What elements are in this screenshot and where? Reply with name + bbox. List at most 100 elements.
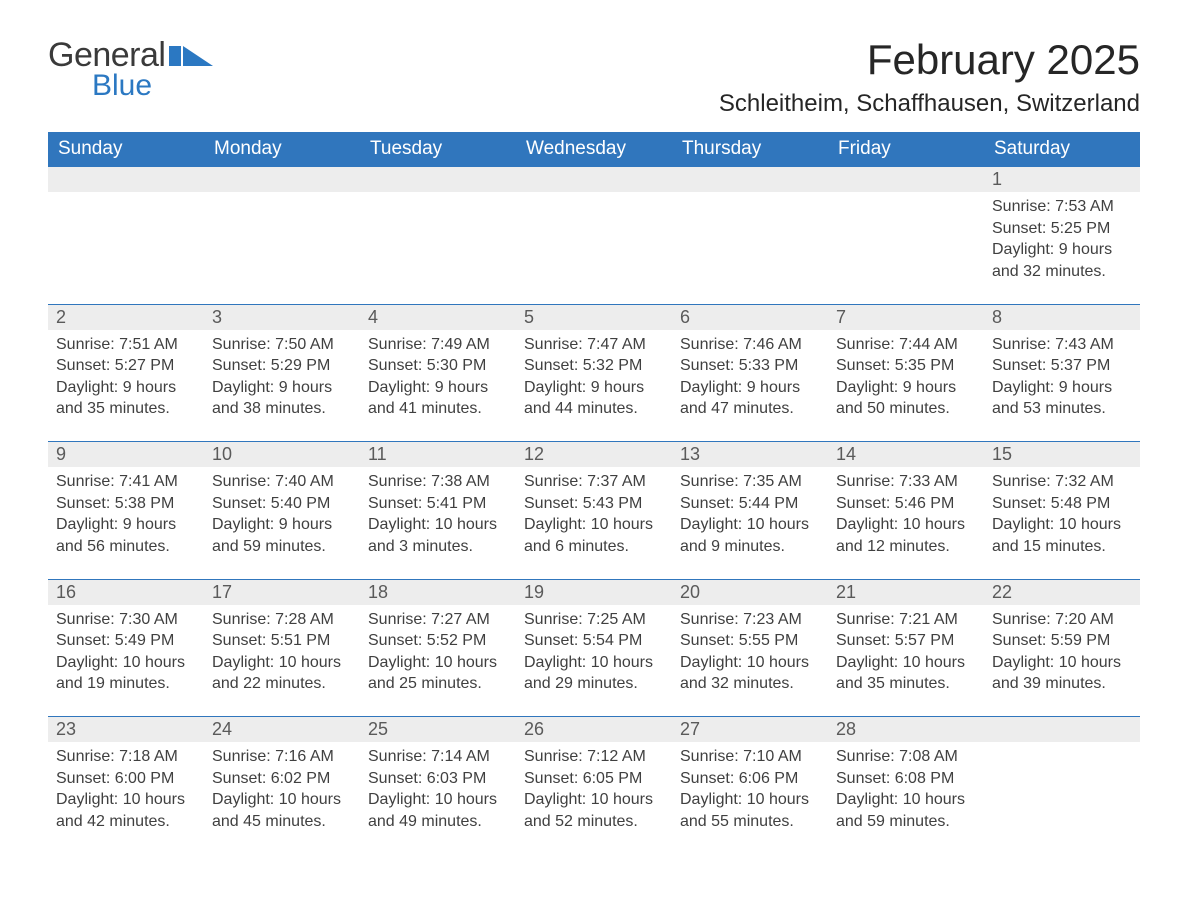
day-number-cell: 14 (828, 442, 984, 468)
day-number-cell (828, 167, 984, 193)
daylight-line-2: and 53 minutes. (992, 398, 1132, 420)
sunrise-line: Sunrise: 7:23 AM (680, 609, 820, 631)
day-data-cell (516, 192, 672, 304)
logo: General Blue (48, 36, 213, 103)
daylight-line-1: Daylight: 9 hours (680, 377, 820, 399)
day-number-cell: 1 (984, 167, 1140, 193)
daylight-line-1: Daylight: 10 hours (212, 789, 352, 811)
week-number-row: 2345678 (48, 304, 1140, 330)
sunset-line: Sunset: 6:02 PM (212, 768, 352, 790)
day-number-cell: 7 (828, 304, 984, 330)
daylight-line-1: Daylight: 9 hours (212, 514, 352, 536)
daylight-line-1: Daylight: 10 hours (212, 652, 352, 674)
sunrise-line: Sunrise: 7:18 AM (56, 746, 196, 768)
daylight-line-2: and 49 minutes. (368, 811, 508, 833)
daylight-line-1: Daylight: 9 hours (992, 239, 1132, 261)
sunset-line: Sunset: 5:30 PM (368, 355, 508, 377)
daylight-line-2: and 25 minutes. (368, 673, 508, 695)
daylight-line-1: Daylight: 10 hours (56, 789, 196, 811)
sunset-line: Sunset: 6:05 PM (524, 768, 664, 790)
sunset-line: Sunset: 5:55 PM (680, 630, 820, 652)
day-number-cell: 19 (516, 579, 672, 605)
week-number-row: 1 (48, 167, 1140, 193)
daylight-line-2: and 52 minutes. (524, 811, 664, 833)
week-number-row: 232425262728 (48, 717, 1140, 743)
daylight-line-2: and 3 minutes. (368, 536, 508, 558)
sunrise-line: Sunrise: 7:10 AM (680, 746, 820, 768)
daylight-line-2: and 32 minutes. (992, 261, 1132, 283)
daylight-line-1: Daylight: 10 hours (836, 789, 976, 811)
sunrise-line: Sunrise: 7:40 AM (212, 471, 352, 493)
sunset-line: Sunset: 5:27 PM (56, 355, 196, 377)
daylight-line-2: and 47 minutes. (680, 398, 820, 420)
day-number-cell (672, 167, 828, 193)
day-data-cell: Sunrise: 7:12 AMSunset: 6:05 PMDaylight:… (516, 742, 672, 854)
day-number-cell (48, 167, 204, 193)
day-data-cell: Sunrise: 7:50 AMSunset: 5:29 PMDaylight:… (204, 330, 360, 442)
dow-header: Friday (828, 132, 984, 167)
day-data-cell: Sunrise: 7:21 AMSunset: 5:57 PMDaylight:… (828, 605, 984, 717)
day-data-cell: Sunrise: 7:41 AMSunset: 5:38 PMDaylight:… (48, 467, 204, 579)
week-data-row: Sunrise: 7:53 AMSunset: 5:25 PMDaylight:… (48, 192, 1140, 304)
day-data-cell: Sunrise: 7:32 AMSunset: 5:48 PMDaylight:… (984, 467, 1140, 579)
daylight-line-1: Daylight: 10 hours (524, 789, 664, 811)
daylight-line-2: and 12 minutes. (836, 536, 976, 558)
sunrise-line: Sunrise: 7:49 AM (368, 334, 508, 356)
daylight-line-2: and 55 minutes. (680, 811, 820, 833)
daylight-line-2: and 35 minutes. (56, 398, 196, 420)
day-data-cell: Sunrise: 7:23 AMSunset: 5:55 PMDaylight:… (672, 605, 828, 717)
daylight-line-1: Daylight: 10 hours (368, 789, 508, 811)
daylight-line-2: and 22 minutes. (212, 673, 352, 695)
sunrise-line: Sunrise: 7:32 AM (992, 471, 1132, 493)
day-data-cell: Sunrise: 7:25 AMSunset: 5:54 PMDaylight:… (516, 605, 672, 717)
sunset-line: Sunset: 5:37 PM (992, 355, 1132, 377)
day-number-cell (204, 167, 360, 193)
daylight-line-2: and 38 minutes. (212, 398, 352, 420)
day-data-cell: Sunrise: 7:10 AMSunset: 6:06 PMDaylight:… (672, 742, 828, 854)
daylight-line-1: Daylight: 9 hours (524, 377, 664, 399)
sunrise-line: Sunrise: 7:38 AM (368, 471, 508, 493)
header: General Blue February 2025 Schleitheim, … (48, 36, 1140, 132)
sunrise-line: Sunrise: 7:33 AM (836, 471, 976, 493)
dow-header: Thursday (672, 132, 828, 167)
day-number-cell: 18 (360, 579, 516, 605)
daylight-line-2: and 41 minutes. (368, 398, 508, 420)
day-number-cell: 26 (516, 717, 672, 743)
sunrise-line: Sunrise: 7:35 AM (680, 471, 820, 493)
week-data-row: Sunrise: 7:51 AMSunset: 5:27 PM Daylight:… (48, 330, 1140, 442)
sunrise-line: Sunrise: 7:43 AM (992, 334, 1132, 356)
daylight-line-2: and 59 minutes. (212, 536, 352, 558)
sunrise-line: Sunrise: 7:14 AM (368, 746, 508, 768)
sunset-line: Sunset: 5:35 PM (836, 355, 976, 377)
day-number-cell: 8 (984, 304, 1140, 330)
dow-header: Monday (204, 132, 360, 167)
daylight-line-1: Daylight: 10 hours (680, 789, 820, 811)
day-data-cell (984, 742, 1140, 854)
day-data-cell: Sunrise: 7:40 AMSunset: 5:40 PMDaylight:… (204, 467, 360, 579)
sunrise-line: Sunrise: 7:51 AM (56, 334, 196, 356)
day-number-cell: 13 (672, 442, 828, 468)
daylight-line-1: Daylight: 10 hours (992, 652, 1132, 674)
dow-header: Sunday (48, 132, 204, 167)
sunrise-line: Sunrise: 7:16 AM (212, 746, 352, 768)
day-data-cell: Sunrise: 7:38 AMSunset: 5:41 PMDaylight:… (360, 467, 516, 579)
week-data-row: Sunrise: 7:30 AMSunset: 5:49 PMDaylight:… (48, 605, 1140, 717)
day-data-cell (828, 192, 984, 304)
sunrise-line: Sunrise: 7:28 AM (212, 609, 352, 631)
day-number-cell: 12 (516, 442, 672, 468)
sunset-line: Sunset: 5:49 PM (56, 630, 196, 652)
day-number-cell: 28 (828, 717, 984, 743)
sunset-line: Sunset: 5:29 PM (212, 355, 352, 377)
day-data-cell: Sunrise: 7:49 AMSunset: 5:30 PMDaylight:… (360, 330, 516, 442)
day-data-cell: Sunrise: 7:47 AMSunset: 5:32 PMDaylight:… (516, 330, 672, 442)
daylight-line-1: Daylight: 10 hours (836, 652, 976, 674)
daylight-line-2: and 9 minutes. (680, 536, 820, 558)
day-number-cell: 16 (48, 579, 204, 605)
sunrise-line: Sunrise: 7:21 AM (836, 609, 976, 631)
day-data-cell: Sunrise: 7:43 AMSunset: 5:37 PMDaylight:… (984, 330, 1140, 442)
sunset-line: Sunset: 5:40 PM (212, 493, 352, 515)
day-data-cell (204, 192, 360, 304)
day-number-cell: 23 (48, 717, 204, 743)
dow-header: Wednesday (516, 132, 672, 167)
sunrise-line: Sunrise: 7:25 AM (524, 609, 664, 631)
